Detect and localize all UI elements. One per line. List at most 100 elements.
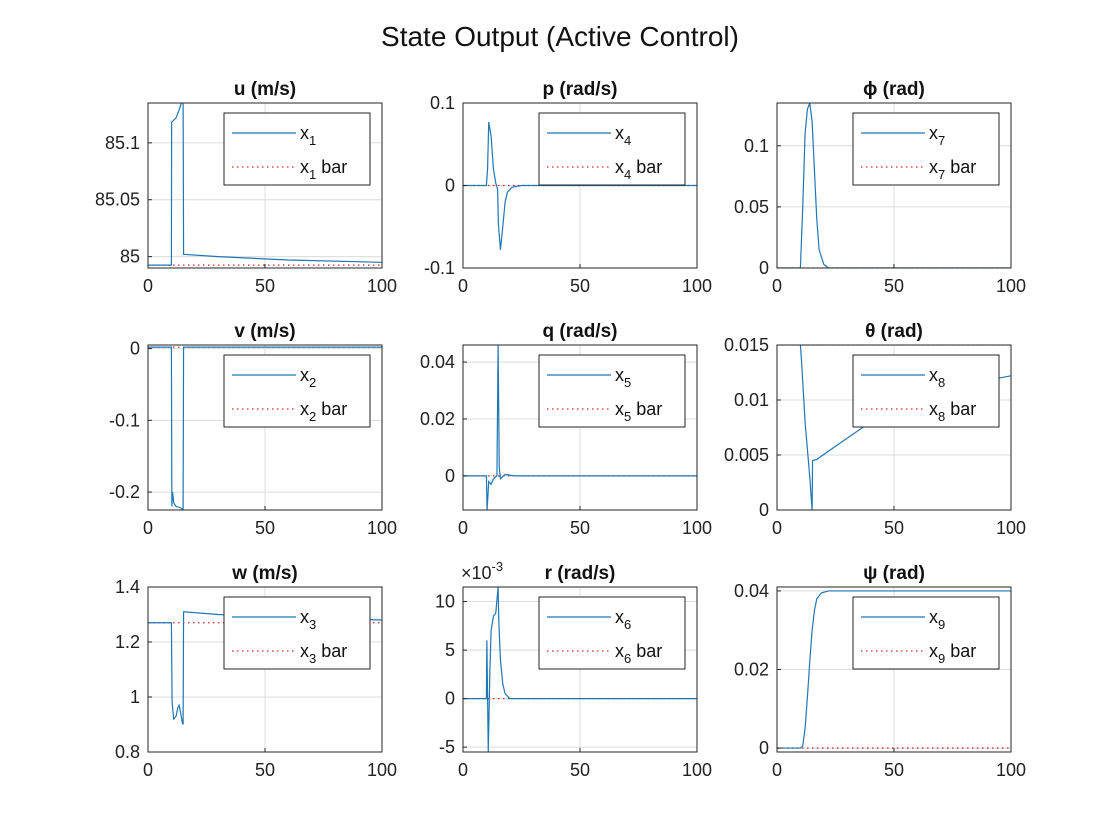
y-tick-label: 0 — [445, 689, 455, 709]
y-exponent-label: ×10-3 — [461, 559, 503, 583]
y-tick-label: 85.1 — [105, 133, 140, 153]
y-tick-label: 0.02 — [734, 660, 769, 680]
state-line — [148, 346, 382, 510]
x-tick-label: 0 — [458, 518, 468, 538]
x-tick-label: 100 — [367, 518, 397, 538]
y-tick-label: 0.015 — [724, 335, 769, 355]
x-tick-label: 50 — [255, 760, 275, 780]
y-tick-label: -0.2 — [109, 482, 140, 502]
x-tick-label: 50 — [570, 518, 590, 538]
x-tick-label: 0 — [458, 276, 468, 296]
y-tick-label: 0.01 — [734, 390, 769, 410]
y-tick-label: 5 — [445, 640, 455, 660]
legend-box — [223, 354, 371, 428]
x-tick-label: 100 — [367, 276, 397, 296]
y-tick-label: 0 — [759, 738, 769, 758]
legend-box — [852, 354, 1000, 428]
legend-entry: x3 bar — [300, 641, 347, 666]
legend-box — [538, 354, 686, 428]
x-tick-label: 100 — [682, 276, 712, 296]
x-tick-label: 50 — [255, 518, 275, 538]
y-tick-label: 0.8 — [115, 742, 140, 762]
y-tick-label: 0.005 — [724, 445, 769, 465]
x-tick-label: 0 — [458, 760, 468, 780]
y-tick-label: 0.1 — [744, 136, 769, 156]
y-tick-label: 0.04 — [734, 581, 769, 601]
x-tick-label: 50 — [570, 276, 590, 296]
legend-box — [852, 112, 1000, 186]
y-tick-label: 0 — [759, 500, 769, 520]
y-tick-label: -5 — [439, 737, 455, 757]
figure-title: State Output (Active Control) — [381, 21, 739, 52]
y-tick-label: 0.05 — [734, 197, 769, 217]
x-tick-label: 0 — [772, 518, 782, 538]
x-tick-label: 0 — [143, 276, 153, 296]
x-tick-label: 50 — [884, 276, 904, 296]
x-tick-label: 100 — [996, 518, 1026, 538]
x-tick-label: 0 — [143, 760, 153, 780]
state-line — [777, 103, 1011, 268]
y-tick-label: 0 — [130, 339, 140, 359]
subplot-title: r (rad/s) — [545, 563, 616, 584]
x-tick-label: 100 — [996, 760, 1026, 780]
x-tick-label: 50 — [884, 518, 904, 538]
subplot-title: u (m/s) — [234, 79, 296, 100]
y-tick-label: -0.1 — [109, 410, 140, 430]
state-line — [463, 121, 697, 250]
state-line — [463, 345, 697, 510]
state-line — [148, 611, 382, 725]
y-tick-label: 10 — [435, 592, 455, 612]
y-tick-label: 1.4 — [115, 577, 140, 597]
subplot-title: ϕ (rad) — [863, 79, 925, 100]
x-tick-label: 50 — [570, 760, 590, 780]
legend-box — [223, 112, 371, 186]
subplot-title: θ (rad) — [865, 321, 923, 342]
legend-box — [538, 596, 686, 670]
subplot-title: w (m/s) — [231, 563, 297, 584]
y-tick-label: 85.05 — [95, 190, 140, 210]
y-tick-label: 0.1 — [430, 93, 455, 113]
x-tick-label: 100 — [996, 276, 1026, 296]
x-tick-label: 100 — [367, 760, 397, 780]
x-tick-label: 0 — [143, 518, 153, 538]
y-tick-label: 0 — [759, 258, 769, 278]
legend-box — [223, 596, 371, 670]
x-tick-label: 50 — [255, 276, 275, 296]
subplot-title: q (rad/s) — [543, 321, 618, 342]
state-line — [777, 590, 1011, 749]
x-tick-label: 0 — [772, 760, 782, 780]
y-tick-label: 0 — [445, 176, 455, 196]
state-line — [463, 587, 697, 752]
x-tick-label: 50 — [884, 760, 904, 780]
y-tick-label: 85 — [120, 247, 140, 267]
x-tick-label: 0 — [772, 276, 782, 296]
y-tick-label: 1.2 — [115, 632, 140, 652]
y-tick-label: 1 — [130, 687, 140, 707]
y-tick-label: -0.1 — [424, 258, 455, 278]
legend-box — [852, 596, 1000, 670]
y-tick-label: 0 — [445, 466, 455, 486]
subplot-title: v (m/s) — [234, 321, 295, 342]
x-tick-label: 100 — [682, 760, 712, 780]
state-line — [148, 103, 382, 266]
y-tick-label: 0.04 — [420, 352, 455, 372]
